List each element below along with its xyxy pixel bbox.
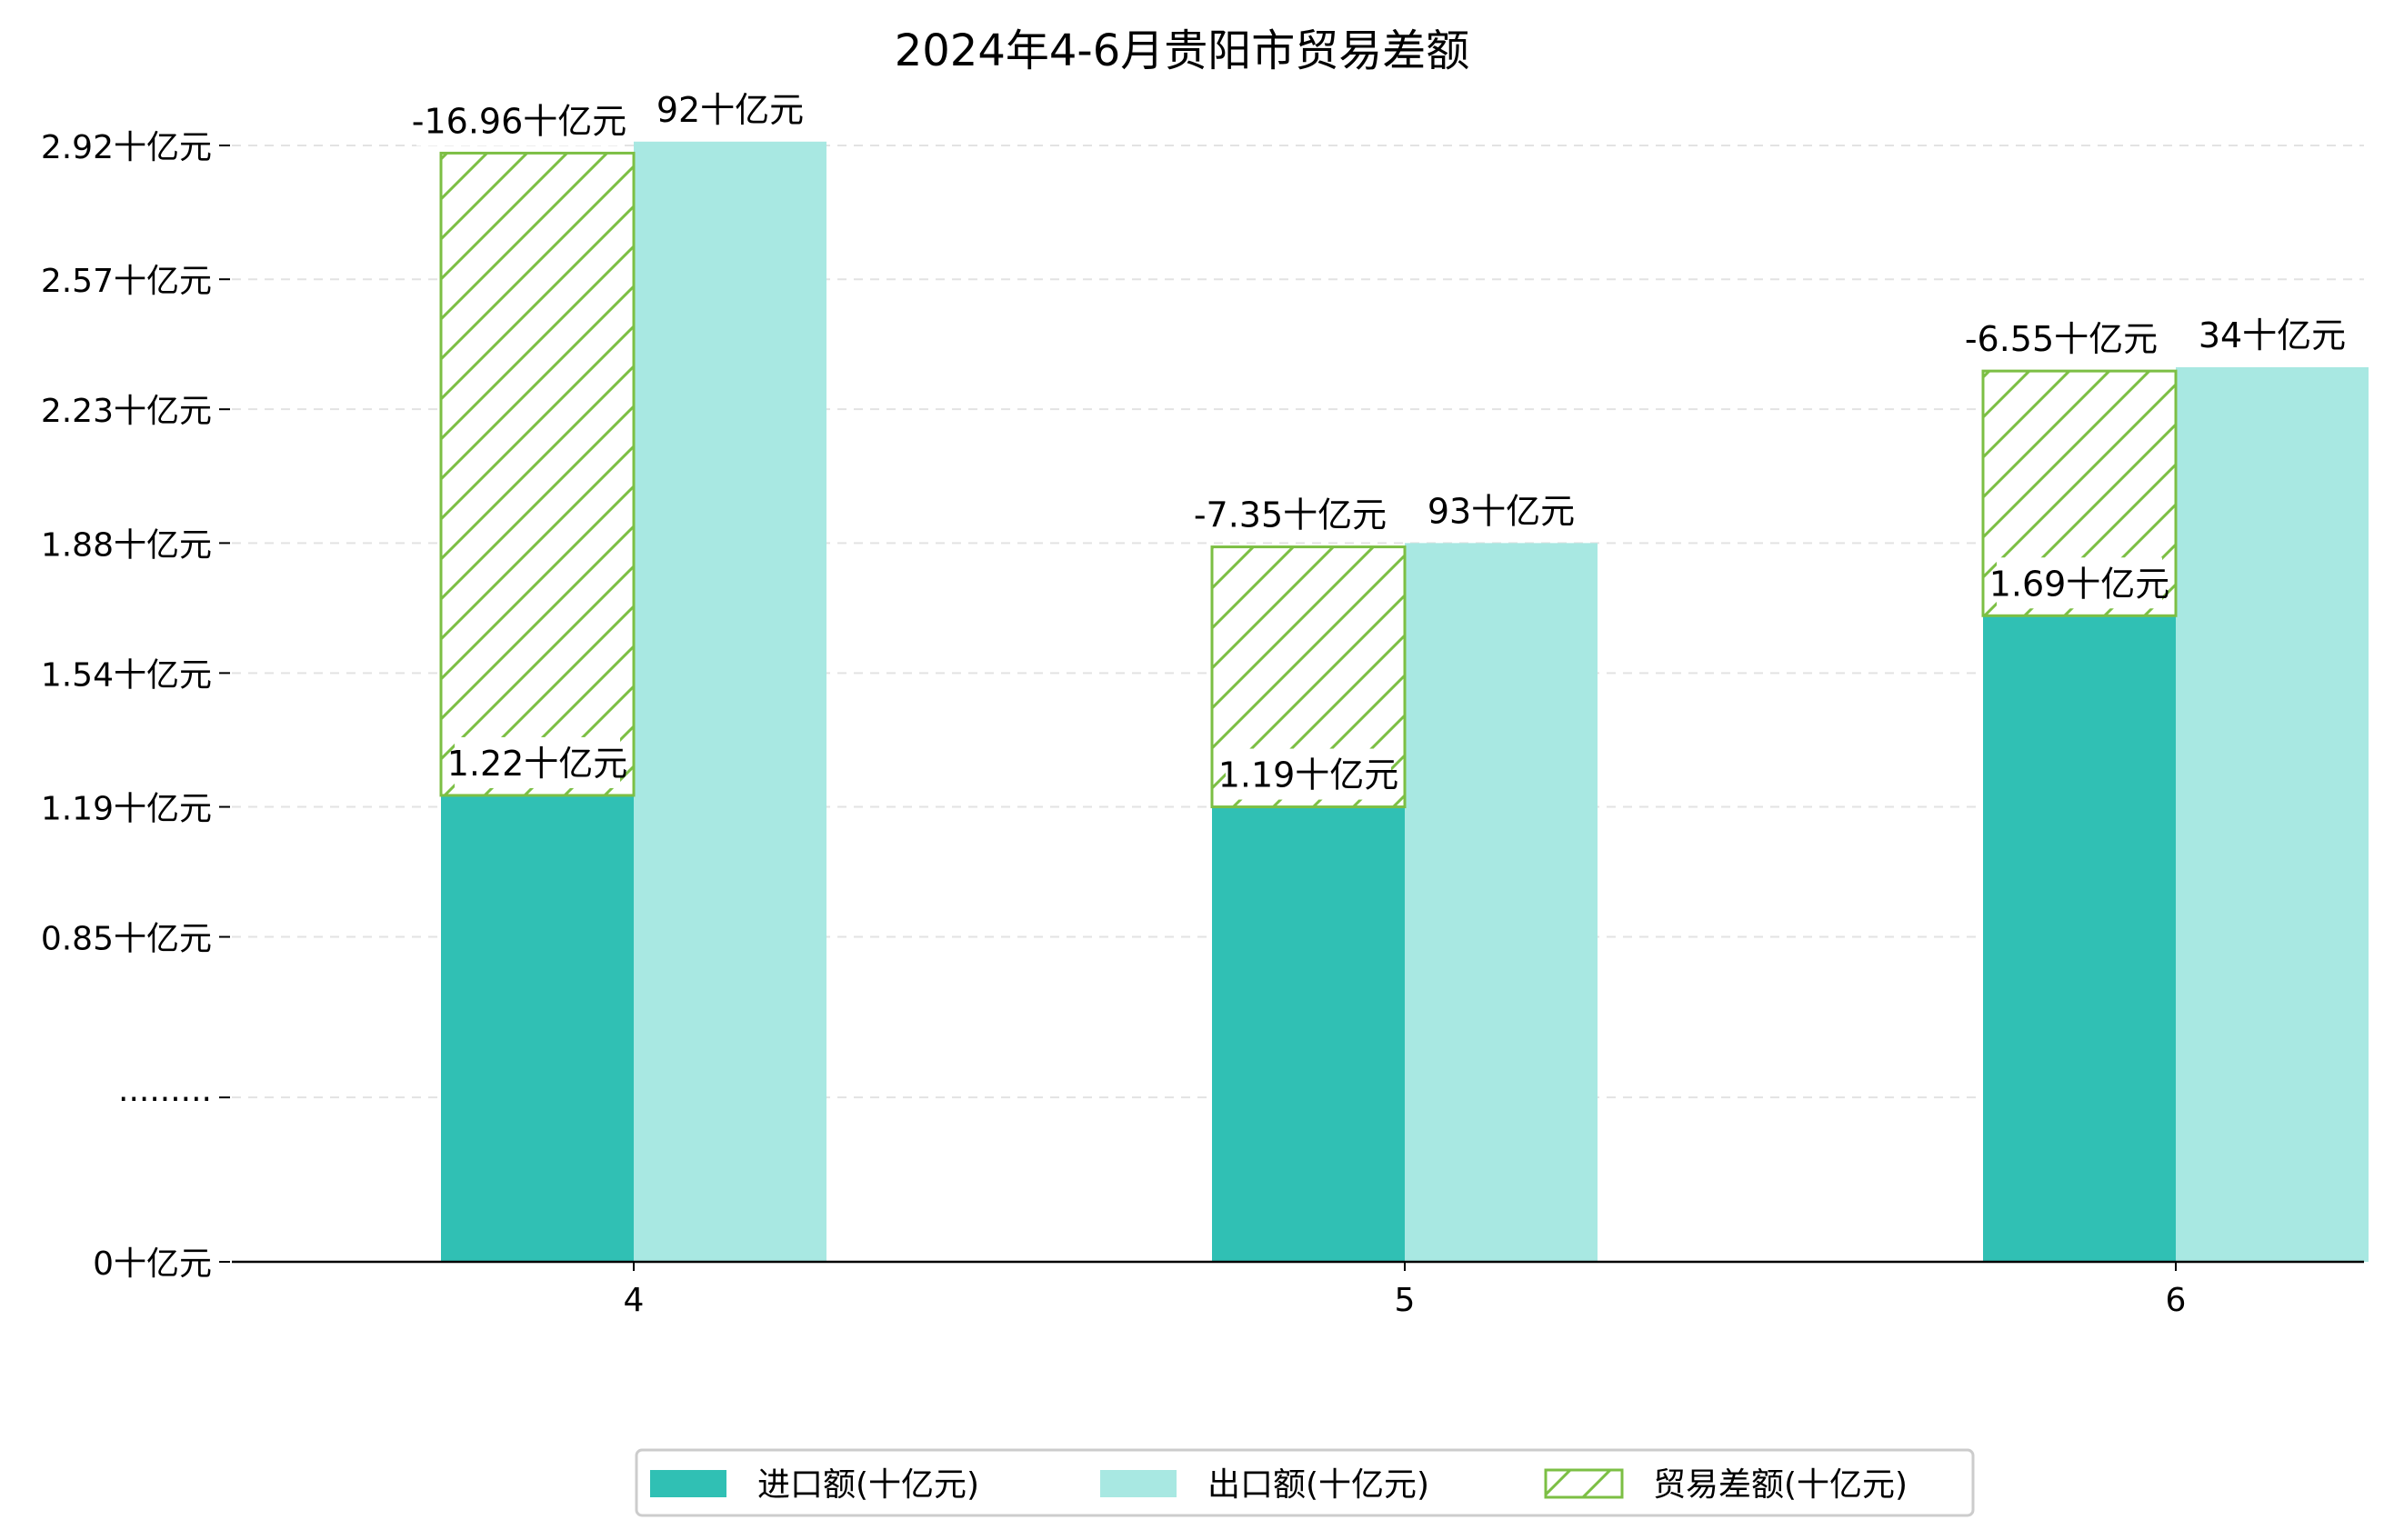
data-labels: 1.22十亿元 -16.96十亿元 92十亿元 1.19十亿元 -7.35十亿元 93十亿… — [412, 83, 2346, 800]
data-label-background — [1197, 488, 1383, 540]
bars — [439, 141, 2369, 1262]
data-label: 93十亿元 — [1427, 491, 1575, 531]
x-tick-label: 6 — [2166, 1282, 2187, 1319]
data-label: 1.19十亿元 — [1218, 755, 1399, 795]
data-label-background — [1226, 748, 1391, 800]
y-tick-label: 0.85十亿元 — [41, 921, 212, 958]
data-label: -6.55十亿元 — [1965, 319, 2158, 359]
legend-swatch — [1544, 1468, 1624, 1499]
legend-label: 进口额(十亿元) — [757, 1466, 979, 1504]
axes: 0十亿元 ········· 0.85十亿元 1.19十亿元 1.54十亿元 1.88十亿… — [41, 129, 2364, 1319]
y-tick-label: 2.92十亿元 — [41, 129, 212, 166]
import-bar — [1983, 615, 2176, 1262]
data-label-background — [1968, 313, 2154, 365]
data-label-background — [1438, 485, 1564, 536]
y-tick-label: 0十亿元 — [93, 1245, 212, 1283]
legend-label: 出口额(十亿元) — [1207, 1466, 1429, 1504]
data-label: 1.22十亿元 — [447, 744, 628, 784]
legend: 进口额(十亿元) 出口额(十亿元) 贸易差额(十亿元) — [635, 1448, 1975, 1517]
y-tick-label: ········· — [118, 1081, 212, 1118]
chart-title: 2024年4-6月贵阳市贸易差额 — [895, 25, 1470, 76]
data-label-background — [455, 736, 620, 788]
data-label-background — [667, 83, 793, 135]
y-tick-label: 1.19十亿元 — [41, 791, 212, 828]
data-label: 1.69十亿元 — [1989, 564, 2170, 604]
data-label-background — [416, 95, 622, 146]
trade-balance-bar — [439, 151, 636, 797]
legend-swatch — [650, 1470, 726, 1497]
legend-swatch — [1100, 1470, 1177, 1497]
import-bar — [441, 795, 634, 1262]
export-bar — [1405, 543, 1598, 1262]
data-label-background — [1997, 557, 2162, 609]
legend-label: 贸易差额(十亿元) — [1653, 1466, 1908, 1504]
y-tick-label: 2.23十亿元 — [41, 393, 212, 430]
x-tick-label: 4 — [624, 1282, 645, 1319]
legend-frame — [635, 1448, 1975, 1517]
x-tick-label: 5 — [1395, 1282, 1416, 1319]
data-label: -16.96十亿元 — [412, 101, 627, 141]
data-label-background — [2209, 308, 2335, 360]
data-label: 92十亿元 — [656, 90, 804, 130]
data-label: 34十亿元 — [2199, 315, 2346, 355]
y-tick-label: 1.88十亿元 — [41, 526, 212, 564]
y-tick-label: 2.57十亿元 — [41, 263, 212, 300]
export-bar — [634, 141, 826, 1262]
data-label: -7.35十亿元 — [1194, 495, 1387, 535]
y-tick-label: 1.54十亿元 — [41, 656, 212, 694]
import-bar — [1212, 806, 1405, 1262]
export-bar — [2176, 366, 2369, 1262]
